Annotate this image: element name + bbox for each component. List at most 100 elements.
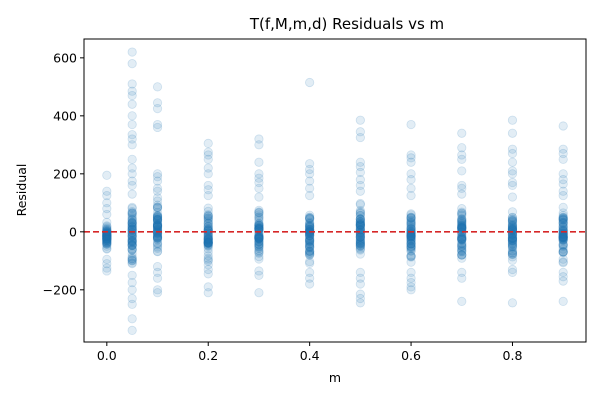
- data-point: [127, 314, 137, 324]
- data-point: [355, 232, 365, 242]
- data-point: [558, 258, 568, 268]
- data-point: [406, 267, 416, 278]
- data-point: [254, 220, 264, 230]
- data-point: [127, 154, 137, 164]
- data-point: [507, 235, 518, 245]
- data-point: [102, 233, 112, 243]
- data-point: [406, 246, 416, 256]
- data-point: [127, 119, 137, 130]
- data-point: [102, 236, 112, 247]
- data-point: [127, 208, 137, 218]
- data-point: [355, 235, 365, 246]
- data-point: [127, 176, 137, 186]
- data-point: [507, 220, 518, 231]
- data-point: [203, 236, 213, 246]
- data-point: [406, 235, 416, 245]
- data-point: [203, 239, 213, 249]
- data-point: [507, 215, 518, 226]
- data-point: [305, 242, 315, 252]
- data-point: [406, 243, 416, 253]
- data-point: [254, 252, 264, 262]
- data-point: [457, 180, 467, 191]
- data-point: [152, 246, 163, 256]
- data-point: [102, 236, 112, 246]
- data-point: [355, 221, 365, 231]
- data-point: [305, 233, 315, 243]
- data-point: [558, 175, 568, 185]
- data-point: [102, 233, 112, 243]
- data-point: [406, 233, 416, 243]
- data-point: [102, 266, 112, 276]
- data-point: [406, 277, 416, 288]
- data-point: [254, 233, 264, 243]
- data-point: [254, 242, 264, 252]
- data-point: [355, 115, 365, 125]
- data-point: [254, 234, 264, 244]
- data-point: [152, 186, 163, 196]
- data-point: [203, 238, 213, 248]
- data-point: [203, 169, 213, 179]
- data-point: [507, 248, 518, 258]
- data-point: [102, 259, 112, 269]
- data-point: [127, 258, 137, 268]
- data-point: [254, 233, 264, 243]
- y-tick-label: 0: [69, 224, 77, 239]
- data-point: [507, 224, 518, 234]
- data-point: [305, 246, 315, 256]
- data-point: [203, 211, 213, 221]
- data-point: [254, 240, 264, 250]
- data-point: [203, 244, 213, 254]
- data-point: [558, 217, 568, 227]
- data-point: [127, 270, 137, 280]
- data-point: [558, 233, 568, 243]
- data-point: [457, 244, 467, 254]
- data-point: [457, 217, 467, 227]
- data-point: [406, 213, 416, 224]
- data-point: [355, 210, 365, 221]
- data-point: [254, 242, 264, 252]
- data-point: [305, 234, 315, 244]
- data-point: [102, 238, 112, 248]
- data-point: [127, 79, 137, 89]
- data-point: [102, 263, 112, 273]
- data-point: [558, 226, 568, 236]
- data-point: [305, 238, 315, 249]
- data-point: [457, 221, 467, 231]
- data-point: [203, 221, 213, 231]
- data-point: [355, 220, 365, 231]
- data-point: [152, 232, 163, 242]
- data-point: [203, 230, 213, 240]
- data-point: [558, 213, 568, 223]
- data-point: [457, 233, 467, 243]
- data-point: [558, 208, 568, 218]
- data-point: [127, 228, 137, 238]
- data-point: [127, 237, 137, 247]
- data-point: [406, 252, 416, 262]
- data-point: [203, 233, 213, 243]
- data-point: [203, 237, 213, 248]
- y-tick-label: 400: [53, 108, 77, 123]
- data-point: [127, 220, 137, 230]
- data-point: [507, 157, 518, 167]
- data-point: [102, 232, 112, 242]
- data-point: [558, 241, 568, 252]
- data-point: [152, 211, 163, 221]
- data-point: [507, 235, 518, 245]
- data-point: [558, 247, 568, 257]
- data-point: [254, 207, 264, 217]
- data-point: [127, 236, 137, 246]
- data-point: [355, 293, 365, 304]
- data-point: [102, 233, 112, 243]
- data-point: [203, 230, 213, 240]
- data-point: [102, 234, 112, 244]
- data-point: [355, 267, 365, 278]
- data-point: [355, 214, 365, 224]
- data-point: [558, 169, 568, 179]
- data-point: [355, 240, 365, 251]
- data-point: [102, 230, 112, 240]
- data-point: [406, 218, 416, 228]
- data-point: [507, 249, 518, 259]
- data-point: [203, 236, 213, 246]
- data-point: [457, 241, 467, 251]
